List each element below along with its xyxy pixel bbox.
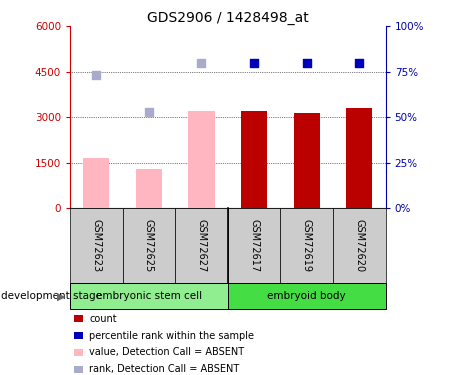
Point — [303, 60, 310, 66]
Text: percentile rank within the sample: percentile rank within the sample — [89, 331, 254, 340]
Point — [92, 72, 100, 78]
Point — [145, 109, 152, 115]
Text: GSM72627: GSM72627 — [197, 219, 207, 273]
Point — [198, 60, 205, 66]
Bar — [136, 169, 162, 208]
Text: GSM72625: GSM72625 — [144, 219, 154, 273]
Bar — [294, 112, 320, 208]
Text: value, Detection Call = ABSENT: value, Detection Call = ABSENT — [89, 348, 244, 357]
Text: ▶: ▶ — [57, 291, 65, 301]
Text: development stage: development stage — [1, 291, 102, 301]
Text: count: count — [89, 314, 117, 324]
Text: embryoid body: embryoid body — [267, 291, 346, 301]
Text: GSM72619: GSM72619 — [302, 219, 312, 272]
Text: GSM72617: GSM72617 — [249, 219, 259, 273]
Bar — [241, 111, 267, 208]
Point — [250, 60, 258, 66]
Bar — [83, 158, 110, 208]
Text: rank, Detection Call = ABSENT: rank, Detection Call = ABSENT — [89, 364, 239, 374]
Title: GDS2906 / 1428498_at: GDS2906 / 1428498_at — [147, 11, 308, 25]
Text: embryonic stem cell: embryonic stem cell — [96, 291, 202, 301]
Point — [356, 60, 363, 66]
Bar — [189, 111, 215, 208]
Bar — [346, 108, 373, 208]
Text: GSM72620: GSM72620 — [354, 219, 364, 273]
Text: GSM72623: GSM72623 — [91, 219, 101, 273]
